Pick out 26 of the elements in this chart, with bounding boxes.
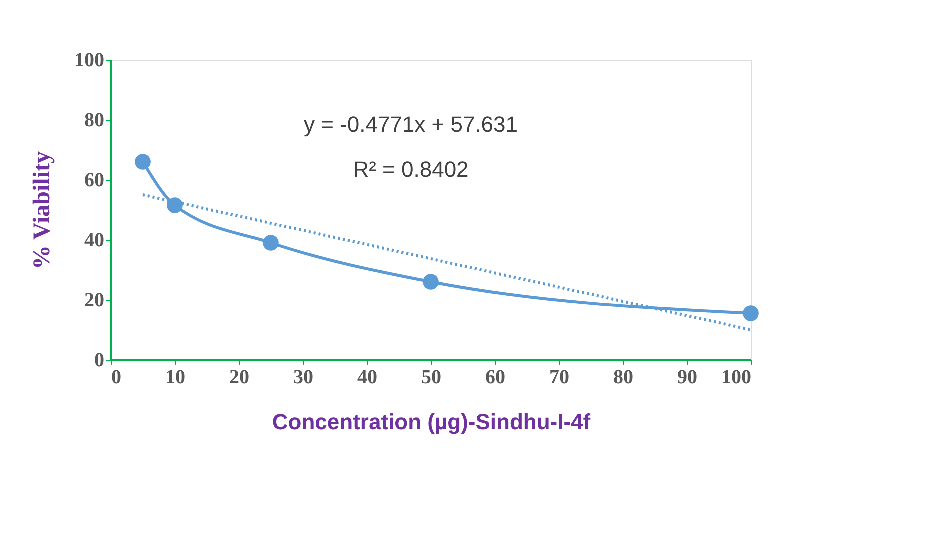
x-tick-label: 0 (112, 366, 122, 388)
point (135, 154, 151, 170)
y-tick-label: 20 (84, 290, 104, 312)
x-tick-label: 10 (166, 366, 186, 388)
x-tick-label: 20 (230, 366, 250, 388)
point (167, 198, 183, 214)
y-tick-label: 80 (84, 110, 104, 132)
x-tick-label: 30 (294, 366, 314, 388)
x-axis-title: Concentration (µg)-Sindhu-I-4f (272, 410, 592, 434)
point (263, 235, 279, 251)
point (743, 306, 759, 322)
x-tick-label: 50 (422, 366, 442, 388)
x-tick-label: 40 (358, 366, 378, 388)
annotation: y = -0.4771x + 57.631 (304, 112, 518, 137)
point (423, 274, 439, 290)
x-tick-label: 90 (678, 366, 698, 388)
y-axis-title: % Viability (30, 151, 56, 270)
x-tick-label: 60 (486, 366, 506, 388)
annotation: R² = 0.8402 (353, 157, 469, 182)
y-tick-label: 100 (74, 50, 104, 72)
x-tick-label: 100 (722, 366, 752, 388)
y-tick-label: 40 (84, 230, 104, 252)
x-tick-label: 80 (614, 366, 634, 388)
x-tick-label: 70 (550, 366, 570, 388)
y-tick-label: 60 (84, 170, 104, 192)
y-tick-label: 0 (94, 350, 104, 372)
